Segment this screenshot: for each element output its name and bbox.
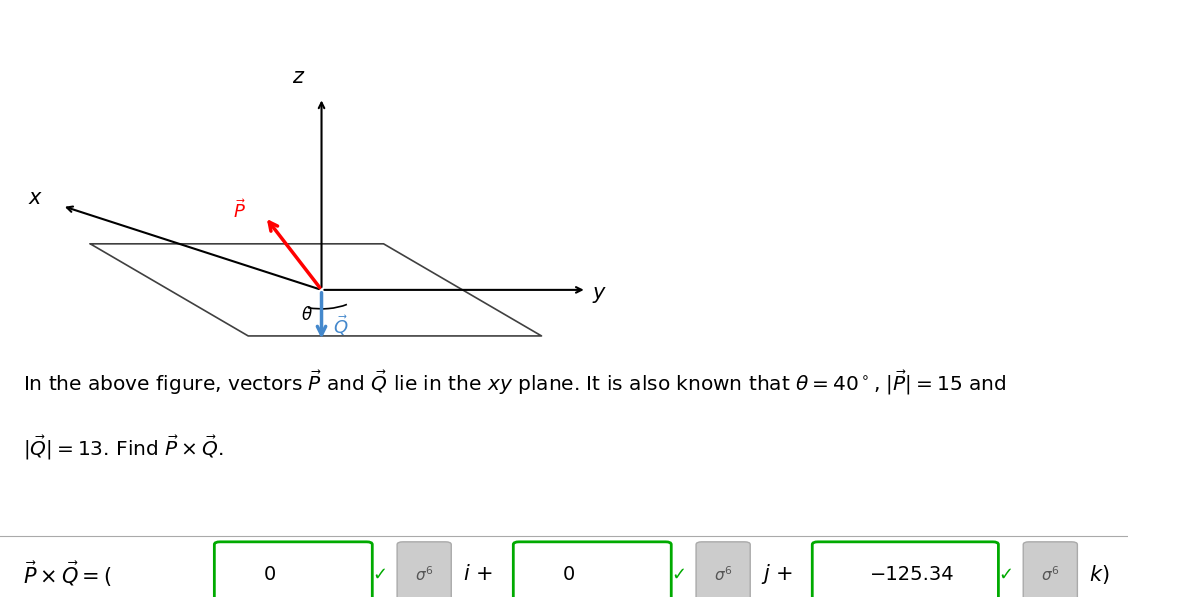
Text: $|\vec{Q}| = 13$. Find $\vec{P} \times \vec{Q}$.: $|\vec{Q}| = 13$. Find $\vec{P} \times \… <box>23 433 223 462</box>
Text: $z$: $z$ <box>293 67 306 87</box>
Text: 0: 0 <box>563 565 575 584</box>
Text: $x$: $x$ <box>28 188 43 208</box>
Text: $j$ +: $j$ + <box>762 562 793 586</box>
Text: ✓: ✓ <box>373 565 388 583</box>
Text: $\vec{P} \times \vec{Q} = ($: $\vec{P} \times \vec{Q} = ($ <box>23 559 112 589</box>
Text: $k)$: $k)$ <box>1088 563 1109 586</box>
FancyBboxPatch shape <box>696 542 750 597</box>
FancyBboxPatch shape <box>397 542 451 597</box>
Text: $\vec{Q}$: $\vec{Q}$ <box>332 313 348 337</box>
Text: $\vec{P}$: $\vec{P}$ <box>233 199 246 222</box>
FancyBboxPatch shape <box>215 542 372 597</box>
Text: −125.34: −125.34 <box>870 565 955 584</box>
Text: 0: 0 <box>264 565 276 584</box>
Text: ✓: ✓ <box>998 565 1014 583</box>
Text: $\sigma^6$: $\sigma^6$ <box>714 565 732 584</box>
Text: ✓: ✓ <box>672 565 686 583</box>
Text: $y$: $y$ <box>593 285 607 305</box>
FancyBboxPatch shape <box>1024 542 1078 597</box>
Text: $\sigma^6$: $\sigma^6$ <box>415 565 433 584</box>
FancyBboxPatch shape <box>812 542 998 597</box>
Text: $i$ +: $i$ + <box>462 564 492 584</box>
FancyBboxPatch shape <box>514 542 671 597</box>
Text: $\theta$: $\theta$ <box>301 306 313 324</box>
Text: In the above figure, vectors $\vec{P}$ and $\vec{Q}$ lie in the $xy$ plane. It i: In the above figure, vectors $\vec{P}$ a… <box>23 368 1006 397</box>
Text: $\sigma^6$: $\sigma^6$ <box>1042 565 1060 584</box>
